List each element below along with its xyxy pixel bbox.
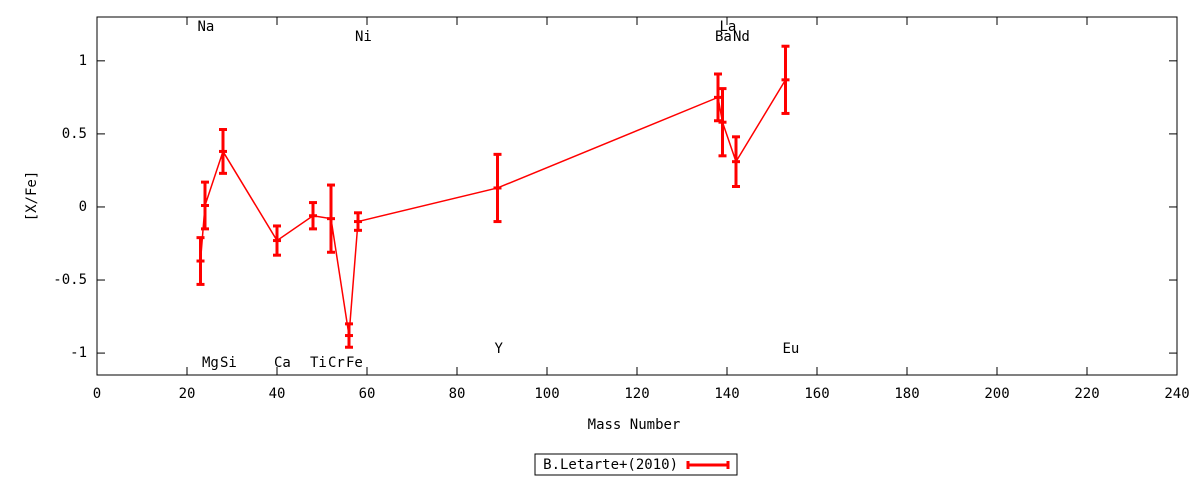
x-tick-label: 40 xyxy=(269,386,286,402)
x-tick-label: 60 xyxy=(359,386,376,402)
error-bar xyxy=(345,322,353,349)
x-tick-label: 240 xyxy=(1164,386,1189,402)
legend-label: B.Letarte+(2010) xyxy=(543,457,678,473)
y-axis-label: [X/Fe] xyxy=(24,171,40,222)
x-tick-label: 200 xyxy=(984,386,1009,402)
x-tick-label: 0 xyxy=(93,386,101,402)
plot-frame xyxy=(96,16,1178,376)
point-label: Ba xyxy=(715,29,732,45)
error-bar xyxy=(718,87,727,158)
point-label: Si xyxy=(220,355,237,371)
error-bar xyxy=(327,183,335,254)
point-label: Eu xyxy=(783,341,800,357)
point-label: Ti xyxy=(310,355,327,371)
error-bar xyxy=(354,211,362,232)
point-label: Fe xyxy=(346,355,363,371)
x-tick-label: 220 xyxy=(1074,386,1099,402)
error-bar xyxy=(493,152,502,224)
x-tick-label: 120 xyxy=(624,386,649,402)
point-label: Mg xyxy=(202,355,219,371)
y-tick-label: -1 xyxy=(70,345,87,361)
y-tick-label: 0.5 xyxy=(62,126,87,142)
error-bar xyxy=(219,128,227,175)
x-tick-label: 140 xyxy=(714,386,739,402)
error-bar xyxy=(273,224,281,257)
x-tick-label: 180 xyxy=(894,386,919,402)
error-bar xyxy=(196,236,205,286)
point-label: Ca xyxy=(274,355,291,371)
error-bar xyxy=(309,201,317,231)
data-line xyxy=(199,79,787,336)
point-label: Y xyxy=(495,341,504,357)
legend-box xyxy=(534,453,738,476)
point-label: Ni xyxy=(355,29,372,45)
error-bar xyxy=(732,135,740,189)
x-tick-label: 80 xyxy=(449,386,466,402)
y-tick-label: 1 xyxy=(79,53,87,69)
x-tick-label: 160 xyxy=(804,386,829,402)
error-bar xyxy=(781,44,790,115)
point-label: Cr xyxy=(328,355,345,371)
x-tick-label: 20 xyxy=(179,386,196,402)
point-label: La xyxy=(720,19,737,35)
point-label: Na xyxy=(198,19,215,35)
x-tick-label: 100 xyxy=(534,386,559,402)
error-bar xyxy=(201,180,209,231)
y-tick-label: -0.5 xyxy=(53,272,87,288)
point-label: Nd xyxy=(733,29,750,45)
y-tick-label: 0 xyxy=(79,199,87,215)
x-axis-label: Mass Number xyxy=(588,417,681,433)
